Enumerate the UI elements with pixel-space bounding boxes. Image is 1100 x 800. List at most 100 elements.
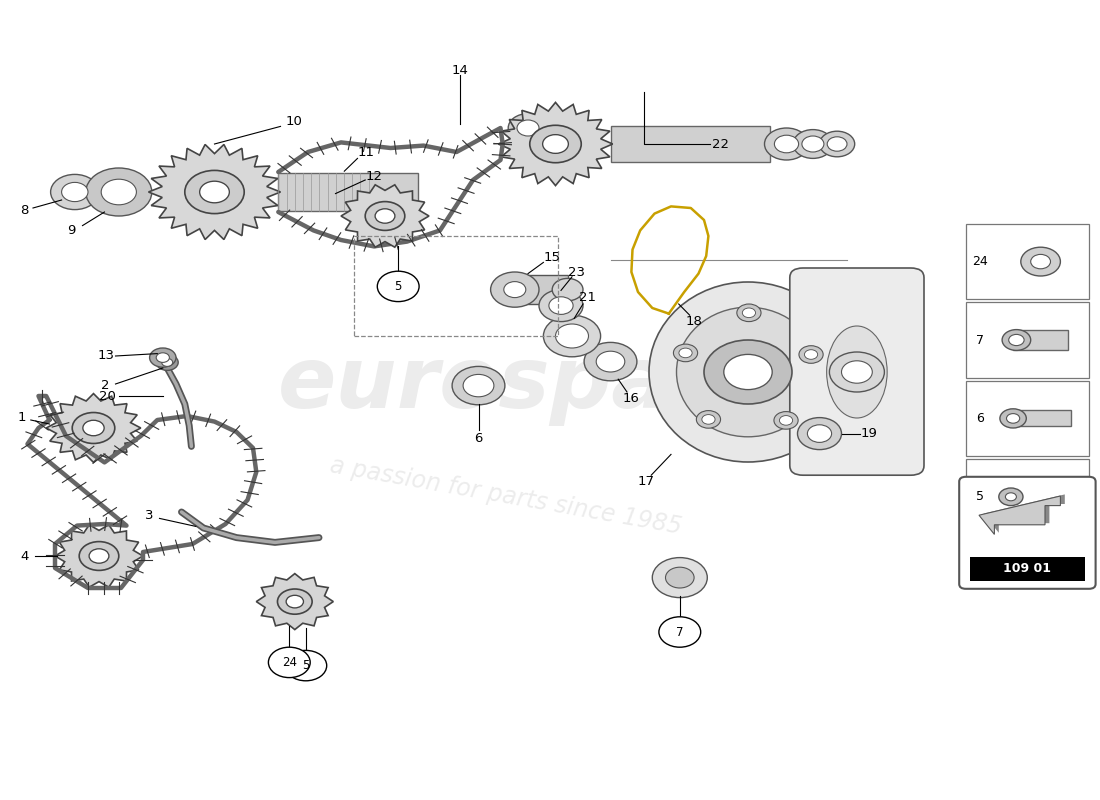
- Text: 21: 21: [579, 291, 596, 304]
- Circle shape: [277, 589, 312, 614]
- Text: 14: 14: [451, 64, 469, 77]
- Circle shape: [556, 324, 588, 348]
- Circle shape: [101, 179, 136, 205]
- Text: 4: 4: [20, 550, 29, 562]
- Circle shape: [673, 344, 697, 362]
- Circle shape: [79, 542, 119, 570]
- Circle shape: [286, 595, 304, 608]
- Circle shape: [999, 488, 1023, 506]
- Circle shape: [596, 351, 625, 372]
- Circle shape: [807, 425, 832, 442]
- Polygon shape: [979, 496, 1060, 534]
- Polygon shape: [610, 126, 770, 162]
- Circle shape: [62, 182, 88, 202]
- Circle shape: [584, 342, 637, 381]
- Circle shape: [543, 315, 601, 357]
- Circle shape: [702, 414, 715, 424]
- Circle shape: [156, 354, 178, 370]
- Circle shape: [780, 415, 793, 425]
- Circle shape: [73, 413, 114, 443]
- Polygon shape: [1013, 330, 1068, 350]
- Circle shape: [150, 348, 176, 367]
- Circle shape: [704, 340, 792, 404]
- Text: 7: 7: [676, 626, 683, 638]
- Circle shape: [798, 418, 842, 450]
- Text: 19: 19: [860, 427, 878, 440]
- Circle shape: [539, 290, 583, 322]
- Polygon shape: [55, 525, 143, 587]
- Text: 15: 15: [543, 251, 561, 264]
- Circle shape: [1009, 334, 1024, 346]
- Circle shape: [82, 420, 104, 436]
- Circle shape: [504, 282, 526, 298]
- Circle shape: [285, 650, 327, 681]
- Circle shape: [89, 549, 109, 563]
- Circle shape: [452, 366, 505, 405]
- Text: 5: 5: [302, 659, 309, 672]
- Circle shape: [652, 558, 707, 598]
- Text: 109 01: 109 01: [1003, 562, 1052, 575]
- Circle shape: [804, 350, 817, 359]
- Circle shape: [1000, 409, 1026, 428]
- Text: 1: 1: [18, 411, 26, 424]
- Text: 6: 6: [474, 432, 483, 445]
- Circle shape: [375, 209, 395, 223]
- Circle shape: [742, 308, 756, 318]
- Polygon shape: [983, 494, 1065, 533]
- Circle shape: [1006, 414, 1020, 423]
- Bar: [966, 381, 1089, 456]
- Circle shape: [774, 135, 799, 153]
- Circle shape: [799, 346, 823, 363]
- Circle shape: [542, 134, 569, 154]
- Text: 3: 3: [145, 509, 154, 522]
- Circle shape: [696, 410, 720, 428]
- Circle shape: [827, 137, 847, 151]
- Polygon shape: [515, 275, 568, 304]
- Text: 6: 6: [976, 412, 984, 425]
- Circle shape: [51, 174, 99, 210]
- Bar: [966, 224, 1089, 299]
- Circle shape: [549, 297, 573, 314]
- Polygon shape: [498, 102, 613, 186]
- Text: a passion for parts since 1985: a passion for parts since 1985: [328, 453, 684, 539]
- FancyBboxPatch shape: [959, 477, 1096, 589]
- Circle shape: [1002, 330, 1031, 350]
- Circle shape: [162, 358, 173, 366]
- Circle shape: [724, 354, 772, 390]
- Circle shape: [463, 374, 494, 397]
- Ellipse shape: [649, 282, 847, 462]
- Polygon shape: [46, 394, 141, 462]
- Text: 2: 2: [101, 379, 110, 392]
- Text: 8: 8: [20, 204, 29, 217]
- Bar: [970, 557, 1085, 581]
- Bar: [354, 236, 558, 336]
- Ellipse shape: [827, 326, 887, 418]
- Text: 20: 20: [99, 390, 117, 402]
- Text: 5: 5: [976, 490, 984, 503]
- Polygon shape: [1008, 490, 1074, 504]
- Circle shape: [737, 304, 761, 322]
- Circle shape: [377, 271, 419, 302]
- Text: 17: 17: [637, 475, 654, 488]
- Circle shape: [365, 202, 405, 230]
- Circle shape: [185, 170, 244, 214]
- Circle shape: [820, 131, 855, 157]
- Text: 12: 12: [365, 170, 383, 182]
- Text: 24: 24: [972, 255, 988, 268]
- Bar: [966, 302, 1089, 378]
- Text: 16: 16: [623, 392, 640, 405]
- Circle shape: [517, 120, 539, 136]
- Circle shape: [1005, 493, 1016, 501]
- Text: 13: 13: [97, 350, 114, 362]
- Circle shape: [829, 352, 884, 392]
- Text: 11: 11: [358, 146, 375, 158]
- Circle shape: [774, 411, 799, 429]
- Circle shape: [156, 353, 169, 362]
- Circle shape: [793, 130, 833, 158]
- Text: 24: 24: [282, 656, 297, 669]
- Text: 23: 23: [568, 266, 585, 278]
- Circle shape: [86, 168, 152, 216]
- Circle shape: [842, 361, 872, 383]
- Polygon shape: [278, 173, 418, 211]
- Circle shape: [530, 126, 581, 162]
